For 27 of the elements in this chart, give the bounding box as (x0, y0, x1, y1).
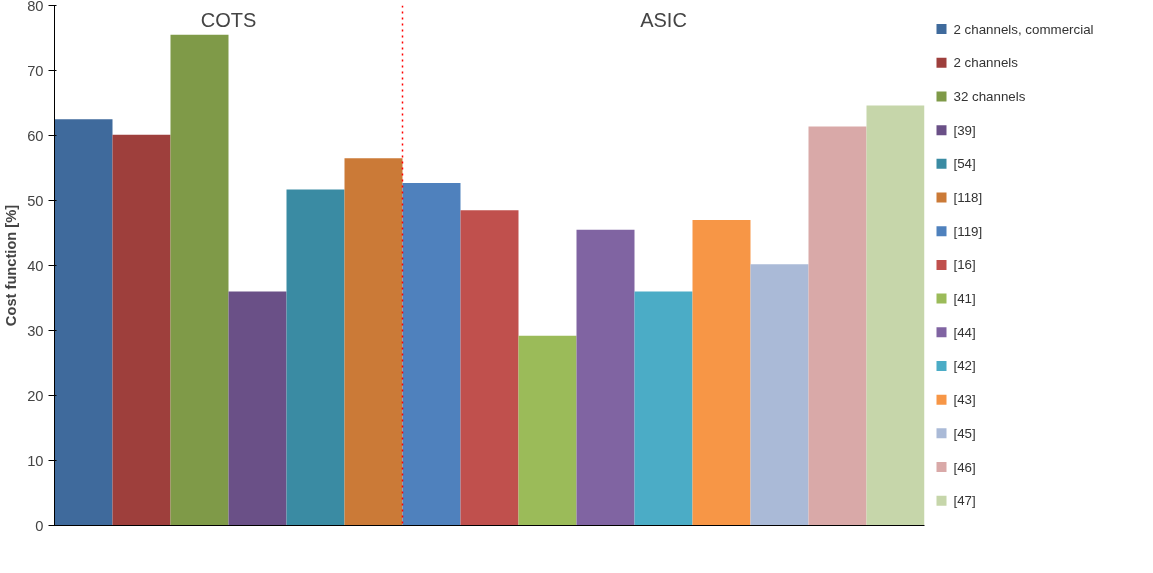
legend-label: [41] (953, 291, 976, 307)
y-tick-label: 0 (35, 517, 44, 534)
legend-label: [54] (953, 156, 976, 172)
y-tick-label: 20 (27, 387, 44, 404)
y-tick-label: 70 (27, 62, 44, 79)
y-tick-label: 50 (27, 192, 44, 209)
legend-label: 2 channels (953, 55, 1019, 71)
legend-label: [16] (953, 257, 976, 273)
y-tick-label: 10 (27, 452, 44, 469)
y-tick-label: 80 (27, 0, 44, 14)
y-tick-label: 40 (27, 257, 44, 274)
y-tick-label: 60 (27, 127, 44, 144)
legend-label: 32 channels (953, 88, 1026, 104)
annotation: COTS (200, 8, 257, 31)
legend-label: [44] (953, 324, 976, 340)
legend-label: [39] (953, 122, 976, 138)
legend-label: [47] (953, 493, 976, 509)
legend-label: 2 channels, commercial (953, 21, 1094, 37)
y-tick-label: 30 (27, 322, 44, 339)
legend-label: [46] (953, 459, 976, 475)
legend-label: [119] (953, 223, 983, 239)
legend-label: [118] (953, 190, 983, 206)
legend-label: [45] (953, 425, 976, 441)
annotation: ASIC (640, 8, 687, 31)
legend-label: [42] (953, 358, 976, 374)
legend-label: [43] (953, 392, 976, 408)
y-axis-title: Cost function [%] (3, 204, 20, 327)
